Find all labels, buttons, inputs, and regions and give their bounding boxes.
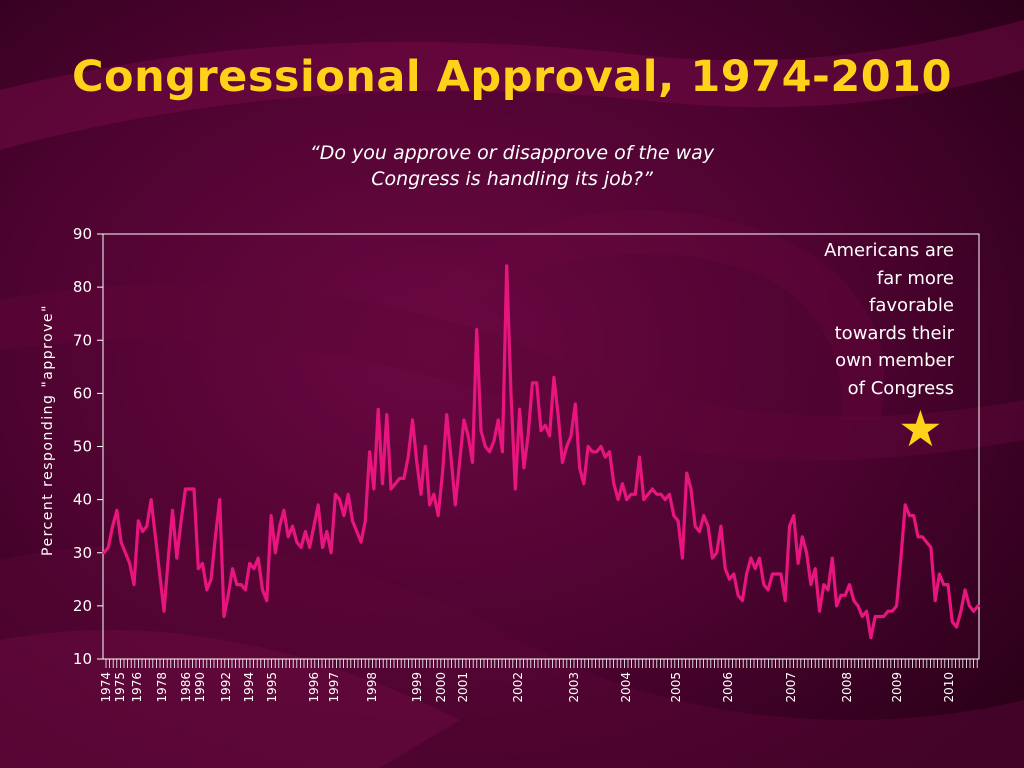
y-tick-label: 50 <box>73 438 92 456</box>
x-tick-label: 2005 <box>669 672 683 703</box>
y-tick-label: 40 <box>73 491 92 509</box>
x-tick-label: 1974 <box>99 672 113 703</box>
x-tick-label: 2010 <box>942 672 956 703</box>
x-tick-label: 1996 <box>307 672 321 703</box>
x-tick-label: 2004 <box>619 672 633 703</box>
annotation-line-5: own member <box>835 350 954 371</box>
star-icon: ★ <box>898 400 943 458</box>
annotation-line-2: far more <box>876 267 954 289</box>
y-tick-label: 10 <box>73 650 92 668</box>
x-tick-label: 2002 <box>511 672 525 703</box>
x-tick-label: 1995 <box>265 672 279 703</box>
x-tick-label: 2001 <box>456 672 470 703</box>
y-tick-label: 20 <box>73 597 92 615</box>
x-tick-label: 2009 <box>890 672 904 703</box>
annotation-line-3: favorable <box>869 295 954 316</box>
y-tick-label: 60 <box>73 384 92 402</box>
y-tick-label: 70 <box>73 331 92 349</box>
x-tick-label: 1986 <box>179 672 193 703</box>
survey-question-line-2: Congress is handling its job?” <box>371 168 653 190</box>
x-tick-label: 1998 <box>365 672 379 703</box>
x-tick-label: 1994 <box>242 672 256 703</box>
y-axis-label: Percent responding "approve" <box>40 304 56 556</box>
y-tick-label: 30 <box>73 544 92 562</box>
x-tick-label: 1992 <box>219 672 233 703</box>
x-tick-label: 1990 <box>193 672 207 703</box>
x-tick-label: 1978 <box>155 672 169 703</box>
x-tick-label: 2000 <box>434 672 448 703</box>
chart-annotation: Americans are far more favorable towards… <box>770 237 954 402</box>
x-tick-label: 2008 <box>840 672 854 703</box>
x-tick-label: 2007 <box>784 672 798 703</box>
x-tick-label: 2006 <box>721 672 735 703</box>
x-tick-label: 1997 <box>327 672 341 703</box>
annotation-line-4: towards their <box>834 322 954 344</box>
x-tick-label: 2003 <box>567 672 581 703</box>
page-title: Congressional Approval, 1974-2010 <box>71 52 953 102</box>
x-tick-label: 1976 <box>130 672 144 703</box>
y-tick-label: 80 <box>73 278 92 296</box>
y-tick-label: 90 <box>73 225 92 243</box>
survey-question-line-1: “Do you approve or disapprove of the way <box>309 142 715 164</box>
annotation-line-6: of Congress <box>847 377 954 399</box>
x-tick-label: 1999 <box>410 672 424 703</box>
annotation-line-1: Americans are <box>824 240 954 261</box>
survey-question: “Do you approve or disapprove of the way… <box>212 140 812 192</box>
x-tick-label: 1975 <box>113 672 127 703</box>
approval-series-line <box>102 264 980 640</box>
